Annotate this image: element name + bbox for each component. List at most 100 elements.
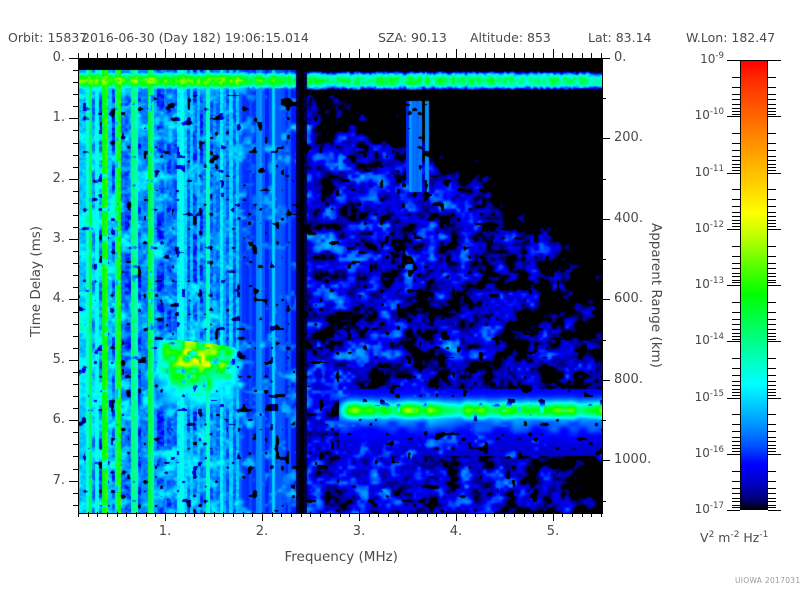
colorbar-minor-tick (768, 501, 776, 502)
y-right-tick-label-1: 200. (614, 130, 643, 145)
x-minor-tick-top (310, 53, 311, 58)
y-left-tick-label-0: 0. (52, 50, 65, 65)
colorbar-minor-tick (732, 226, 740, 227)
y-left-tick-label-4: 4. (52, 291, 65, 306)
colorbar-minor-tick (768, 223, 776, 224)
y-left-major-tick (69, 58, 78, 59)
x-minor-tick (272, 512, 273, 517)
colorbar-minor-tick (732, 389, 740, 390)
y-left-minor-tick (73, 336, 78, 337)
header-field-value-1: 2016-06-30 (Day 182) 19:06:15.014 (82, 30, 309, 45)
colorbar-minor-tick (732, 424, 740, 425)
colorbar-tick-label-5: 10-14 (694, 332, 724, 347)
colorbar-minor-tick (768, 280, 776, 281)
x-tick-label-1: 2. (255, 524, 269, 539)
colorbar-minor-tick (768, 302, 776, 303)
x-minor-tick-top (427, 53, 428, 58)
y-left-tick-label-1: 1. (52, 110, 65, 125)
x-minor-tick-top (504, 53, 505, 58)
x-minor-tick-top (88, 53, 89, 58)
colorbar-minor-tick (732, 505, 740, 506)
x-minor-tick (601, 512, 602, 517)
x-minor-tick-top (155, 53, 156, 58)
x-minor-tick (223, 512, 224, 517)
colorbar-minor-tick (732, 312, 740, 313)
x-major-tick (456, 512, 457, 521)
colorbar-minor-tick (732, 77, 740, 78)
colorbar-gradient (740, 60, 768, 510)
y-right-tick-label-2: 400. (614, 211, 643, 226)
colorbar-minor-tick (732, 358, 740, 359)
x-minor-tick (252, 512, 253, 517)
colorbar-minor-tick (732, 441, 740, 442)
colorbar-minor-tick (768, 206, 776, 207)
colorbar-minor-tick (732, 246, 740, 247)
colorbar-minor-tick (732, 282, 740, 283)
colorbar-minor-tick (732, 164, 740, 165)
y-right-major-tick (601, 460, 610, 461)
colorbar-minor-tick (768, 481, 776, 482)
colorbar-minor-tick (768, 77, 776, 78)
colorbar-minor-tick (732, 493, 740, 494)
colorbar-major-tick (727, 285, 740, 286)
colorbar-minor-tick (732, 507, 740, 508)
x-minor-tick-top (320, 53, 321, 58)
x-tick-label-0: 1. (158, 524, 172, 539)
colorbar-minor-tick (768, 431, 776, 432)
colorbar-minor-tick (768, 488, 776, 489)
colorbar-minor-tick (768, 441, 776, 442)
x-minor-tick-top (233, 53, 234, 58)
x-minor-tick-top (591, 53, 592, 58)
x-minor-tick-top (243, 53, 244, 58)
colorbar-minor-tick (768, 414, 776, 415)
x-minor-tick (398, 512, 399, 517)
header-field-label-4: Lat: (588, 30, 616, 45)
colorbar-minor-tick (732, 498, 740, 499)
colorbar-minor-tick (768, 104, 776, 105)
header-field-label-3: Altitude: (470, 30, 528, 45)
colorbar-minor-tick (732, 143, 740, 144)
y-left-minor-tick (73, 130, 78, 131)
colorbar-tick-label-8: 10-17 (694, 501, 724, 516)
colorbar-minor-tick (732, 488, 740, 489)
y-left-major-tick (69, 420, 78, 421)
colorbar-minor-tick (768, 385, 776, 386)
colorbar-minor-tick (768, 156, 776, 157)
colorbar-minor-tick (732, 302, 740, 303)
colorbar-minor-tick (768, 111, 776, 112)
x-minor-tick-top (107, 53, 108, 58)
y-left-minor-tick (73, 275, 78, 276)
x-minor-tick-top (78, 53, 79, 58)
colorbar-minor-tick (768, 505, 776, 506)
x-minor-tick-top (572, 53, 573, 58)
y-left-minor-tick (73, 384, 78, 385)
header-field-3: Altitude: 853 (470, 28, 551, 48)
x-minor-tick (243, 512, 244, 517)
x-minor-tick (78, 512, 79, 517)
y-left-minor-tick (73, 82, 78, 83)
x-minor-tick-top (465, 53, 466, 58)
y-left-minor-tick (73, 143, 78, 144)
header-field-value-2: 90.13 (411, 30, 447, 45)
colorbar-major-tick (768, 173, 781, 174)
colorbar-minor-tick (732, 189, 740, 190)
y-left-minor-tick (73, 324, 78, 325)
colorbar-tick-label-1: 10-10 (694, 107, 724, 122)
colorbar-minor-tick (768, 150, 776, 151)
x-minor-tick (562, 512, 563, 517)
x-minor-tick-top (194, 53, 195, 58)
colorbar-minor-tick (768, 329, 776, 330)
colorbar-minor-tick (768, 246, 776, 247)
colorbar-minor-tick (732, 104, 740, 105)
x-minor-tick-top (601, 53, 602, 58)
colorbar-minor-tick (732, 451, 740, 452)
x-minor-tick-top (136, 53, 137, 58)
colorbar-minor-tick (768, 99, 776, 100)
x-minor-tick-top (533, 53, 534, 58)
y-left-minor-tick (73, 372, 78, 373)
x-minor-tick (485, 512, 486, 517)
x-minor-tick (204, 512, 205, 517)
colorbar-minor-tick (768, 282, 776, 283)
colorbar-tick-label-2: 10-11 (694, 164, 724, 179)
x-minor-tick (524, 512, 525, 517)
